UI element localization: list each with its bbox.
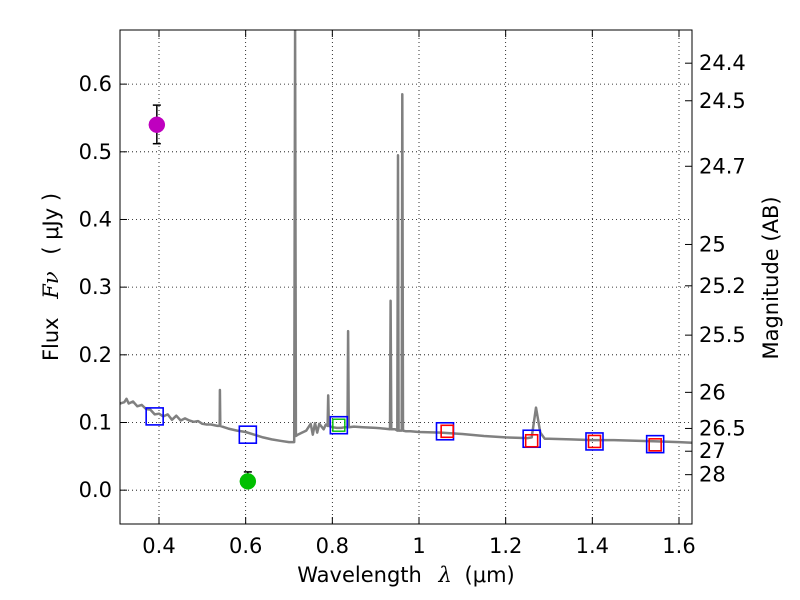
x-axis-label: Wavelength [297,563,422,587]
y-axis-unit: ( μJy ) [39,193,63,255]
magnitude-tick-label: 24.5 [699,89,746,113]
photometry-square [587,434,602,449]
data-point [148,116,166,133]
x-tick-label: 1.4 [576,534,609,558]
green-square-marker [332,418,346,432]
y-tick-label: 0.1 [79,410,112,434]
x-tick-label: 0.6 [229,534,262,558]
data-point [239,473,257,490]
magnitude-tick-label: 25.2 [699,274,746,298]
photometry-square [145,407,164,426]
x-tick-label: 0.8 [316,534,349,558]
y-tick-label: 0.2 [79,343,112,367]
x-axis-symbol: λ [438,563,452,587]
y-axis-label: Flux [39,317,63,361]
x-tick-label: 0.4 [142,534,175,558]
magnitude-tick-label: 26 [699,380,726,404]
photometry-square [440,424,454,439]
y-tick-label: 0.4 [79,207,112,231]
photometry-square [645,434,665,454]
magnitude-tick-label: 25.5 [699,323,746,347]
magnitude-tick-label: 27 [699,439,726,463]
y-tick-label: 0.0 [79,478,112,502]
plot-frame [119,29,693,525]
spectrum-line [120,30,692,445]
photometry-square [648,438,662,452]
magnitude-axis-title: Magnitude (AB) [759,196,783,359]
x-tick-label: 1.2 [489,534,522,558]
x-tick-label: 1 [412,534,425,558]
y-axis: 0.0 0.1 0.2 0.3 0.4 0.5 0.6 [79,72,127,502]
x-axis-title: Wavelength λ (μm) [297,563,514,587]
y-tick-label: 0.6 [79,72,112,96]
photometry-square [585,432,604,451]
magnitude-tick-label: 25 [699,232,726,256]
magnitude-tick-label: 28 [699,463,726,487]
photometry-square [238,425,258,444]
grid [120,30,692,524]
magnitude-tick-label: 26.5 [699,416,746,440]
photometry-square [524,433,539,448]
magnitude-tick-label: 24.4 [699,51,746,75]
x-axis: 0.4 0.6 0.8 1 1.2 1.4 1.6 [142,30,696,558]
spectrum-layer [120,30,692,445]
marker-layer [145,104,665,490]
y-axis-symbol: Fν [39,271,63,300]
x-tick-label: 1.6 [662,534,695,558]
magnitude-tick-label: 24.7 [699,154,746,178]
x-axis-unit: (μm) [465,563,515,587]
y-tick-label: 0.5 [79,140,112,164]
y-tick-label: 0.3 [79,275,112,299]
y-axis-title: Flux Fν ( μJy ) [39,193,63,361]
photometry-square [329,415,349,435]
